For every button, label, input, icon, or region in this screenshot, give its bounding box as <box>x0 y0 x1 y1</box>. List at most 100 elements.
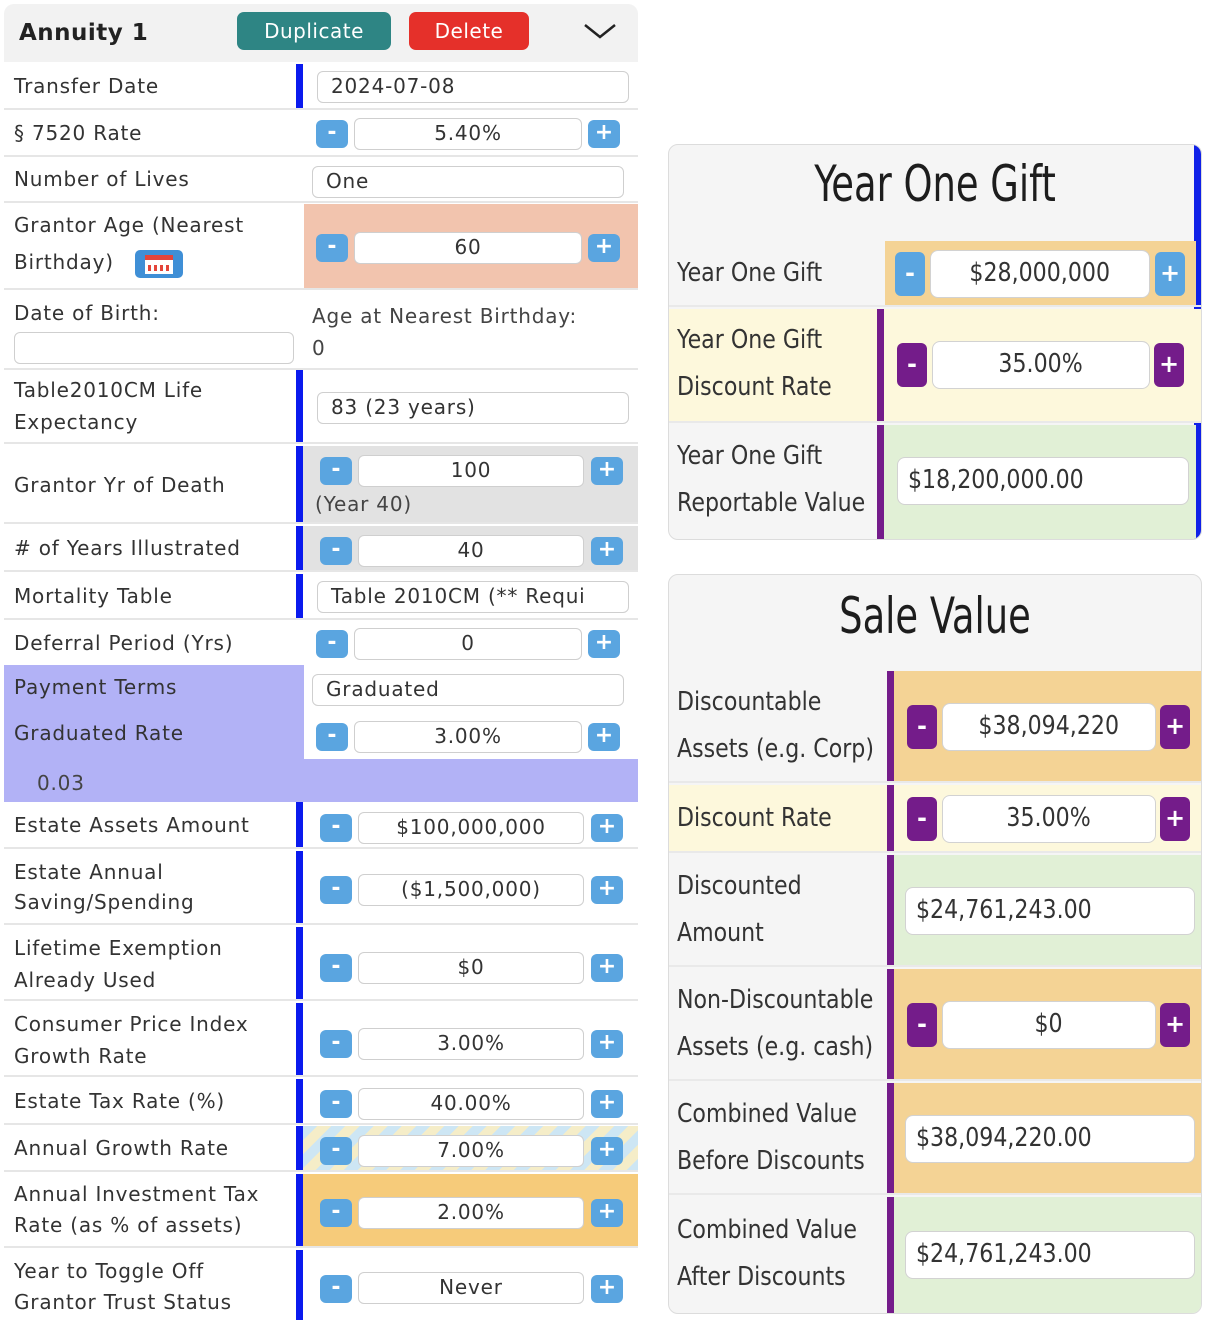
annual-growth-plus-button[interactable]: + <box>591 1137 623 1165</box>
row-grantor-age: Grantor Age (Nearest Birthday) - 60 + <box>4 204 638 290</box>
non-discountable-plus-button[interactable]: + <box>1160 1003 1190 1047</box>
year-one-discount-plus-button[interactable]: + <box>1154 343 1184 387</box>
non-discountable-minus-button[interactable]: - <box>907 1003 937 1047</box>
graduated-rate-minus-button[interactable]: - <box>316 723 348 751</box>
graduated-rate-plus-button[interactable]: + <box>588 723 620 751</box>
row-transfer-date: Transfer Date 2024-07-08 <box>4 64 638 110</box>
estate-saving-input[interactable]: ($1,500,000) <box>358 874 584 906</box>
deferral-period-plus-button[interactable]: + <box>588 630 620 658</box>
year-one-gift-input[interactable]: $28,000,000 <box>930 250 1150 298</box>
deferral-period-control: - 0 + <box>296 621 638 665</box>
duplicate-button[interactable]: Duplicate <box>237 12 391 50</box>
grantor-age-label-line1: Grantor Age (Nearest <box>14 213 245 237</box>
non-discountable-label-line2: Assets (e.g. cash) <box>677 1032 874 1062</box>
combined-before-label-line2: Before Discounts <box>677 1146 865 1176</box>
estate-tax-rate-label: Estate Tax Rate (%) <box>14 1089 226 1113</box>
life-expectancy-label-line2: Expectancy <box>14 410 139 434</box>
non-discountable-input[interactable]: $0 <box>942 1001 1156 1049</box>
graduated-rate-control: - 3.00% + <box>304 711 638 759</box>
row-graduated-rate: Graduated Rate - 3.00% + 0.03 <box>4 711 638 802</box>
lifetime-exemption-minus-button[interactable]: - <box>320 954 352 982</box>
sale-discount-rate-minus-button[interactable]: - <box>907 797 937 841</box>
estate-saving-plus-button[interactable]: + <box>591 876 623 904</box>
grantor-age-minus-button[interactable]: - <box>316 234 348 262</box>
investment-tax-input[interactable]: 2.00% <box>358 1197 584 1229</box>
payment-terms-label: Payment Terms <box>14 675 178 699</box>
estate-assets-minus-button[interactable]: - <box>320 814 352 842</box>
delete-button[interactable]: Delete <box>409 12 529 50</box>
chevron-down-icon[interactable] <box>582 20 618 42</box>
years-illustrated-minus-button[interactable]: - <box>320 537 352 565</box>
calendar-icon[interactable] <box>135 250 183 278</box>
row-estate-assets: Estate Assets Amount - $100,000,000 + <box>4 802 638 849</box>
discountable-plus-button[interactable]: + <box>1160 705 1190 749</box>
cpi-growth-plus-button[interactable]: + <box>591 1030 623 1058</box>
combined-before-label-line1: Combined Value <box>677 1099 858 1129</box>
sale-value-panel: Sale Value Discountable Assets (e.g. Cor… <box>668 574 1202 1314</box>
estate-tax-rate-input[interactable]: 40.00% <box>358 1088 584 1120</box>
toggle-off-minus-button[interactable]: - <box>320 1275 352 1303</box>
payment-terms-select[interactable]: Graduated <box>312 674 624 706</box>
row-cpi-growth: Consumer Price Index Growth Rate - 3.00%… <box>4 1003 638 1077</box>
number-of-lives-select[interactable]: One <box>312 166 624 198</box>
annual-growth-minus-button[interactable]: - <box>320 1137 352 1165</box>
estate-assets-plus-button[interactable]: + <box>591 814 623 842</box>
toggle-off-select[interactable]: Never <box>358 1272 584 1304</box>
grantor-yr-death-minus-button[interactable]: - <box>320 457 352 485</box>
year-one-gift-minus-button[interactable]: - <box>895 252 925 296</box>
date-of-birth-input[interactable] <box>14 332 294 364</box>
row-payment-terms: Payment Terms Graduated <box>4 665 638 711</box>
estate-assets-input[interactable]: $100,000,000 <box>358 812 584 844</box>
graduated-rate-input[interactable]: 3.00% <box>354 721 582 753</box>
estate-saving-minus-button[interactable]: - <box>320 876 352 904</box>
discounted-amount-value: $24,761,243.00 <box>905 887 1195 935</box>
estate-tax-rate-minus-button[interactable]: - <box>320 1090 352 1118</box>
cpi-growth-minus-button[interactable]: - <box>320 1030 352 1058</box>
lifetime-exemption-plus-button[interactable]: + <box>591 954 623 982</box>
rate-7520-plus-button[interactable]: + <box>588 120 620 148</box>
deferral-period-input[interactable]: 0 <box>354 628 582 660</box>
discountable-minus-button[interactable]: - <box>907 705 937 749</box>
lifetime-exemption-input[interactable]: $0 <box>358 952 584 984</box>
cpi-growth-input[interactable]: 3.00% <box>358 1028 584 1060</box>
mortality-table-select[interactable]: Table 2010CM (** Requi <box>317 581 629 613</box>
year-one-gift-plus-button[interactable]: + <box>1155 252 1185 296</box>
sale-discount-rate-plus-button[interactable]: + <box>1160 797 1190 841</box>
estate-saving-control: - ($1,500,000) + <box>296 851 638 923</box>
rate-7520-minus-button[interactable]: - <box>316 120 348 148</box>
years-illustrated-label: # of Years Illustrated <box>14 536 241 560</box>
grantor-yr-death-input[interactable]: 100 <box>358 455 584 487</box>
grantor-yr-death-plus-button[interactable]: + <box>591 457 623 485</box>
toggle-off-plus-button[interactable]: + <box>591 1275 623 1303</box>
deferral-period-minus-button[interactable]: - <box>316 630 348 658</box>
row-years-illustrated: # of Years Illustrated - 40 + <box>4 526 638 572</box>
life-expectancy-value: 83 (23 years) <box>317 392 629 424</box>
transfer-date-label: Transfer Date <box>14 74 159 98</box>
investment-tax-plus-button[interactable]: + <box>591 1199 623 1227</box>
cpi-growth-control: - 3.00% + <box>296 1003 638 1075</box>
investment-tax-minus-button[interactable]: - <box>320 1199 352 1227</box>
discounted-amount-label-line1: Discounted <box>677 871 802 901</box>
investment-tax-label-line1: Annual Investment Tax <box>14 1182 260 1206</box>
number-of-lives-label: Number of Lives <box>14 167 190 191</box>
year-one-discount-input[interactable]: 35.00% <box>932 341 1150 389</box>
transfer-date-input[interactable]: 2024-07-08 <box>317 71 629 103</box>
estate-tax-rate-plus-button[interactable]: + <box>591 1090 623 1118</box>
rate-7520-input[interactable]: 5.40% <box>354 118 582 150</box>
sale-discount-rate-input[interactable]: 35.00% <box>942 795 1156 843</box>
grantor-age-input[interactable]: 60 <box>354 232 582 264</box>
row-combined-after: Combined Value After Discounts $24,761,2… <box>669 1197 1201 1313</box>
combined-after-label-line1: Combined Value <box>677 1215 858 1245</box>
estate-assets-label: Estate Assets Amount <box>14 813 250 837</box>
toggle-off-label-line1: Year to Toggle Off <box>14 1259 205 1283</box>
row-estate-saving: Estate Annual Saving/Spending - ($1,500,… <box>4 851 638 925</box>
years-illustrated-input[interactable]: 40 <box>358 535 584 567</box>
grantor-age-plus-button[interactable]: + <box>588 234 620 262</box>
annuity-header: Annuity 1 Duplicate Delete <box>4 4 638 62</box>
discountable-input[interactable]: $38,094,220 <box>942 703 1156 751</box>
year-one-discount-minus-button[interactable]: - <box>897 343 927 387</box>
annual-growth-input[interactable]: 7.00% <box>358 1135 584 1167</box>
years-illustrated-plus-button[interactable]: + <box>591 537 623 565</box>
row-lifetime-exemption: Lifetime Exemption Already Used - $0 + <box>4 927 638 1001</box>
combined-before-value: $38,094,220.00 <box>905 1115 1195 1163</box>
